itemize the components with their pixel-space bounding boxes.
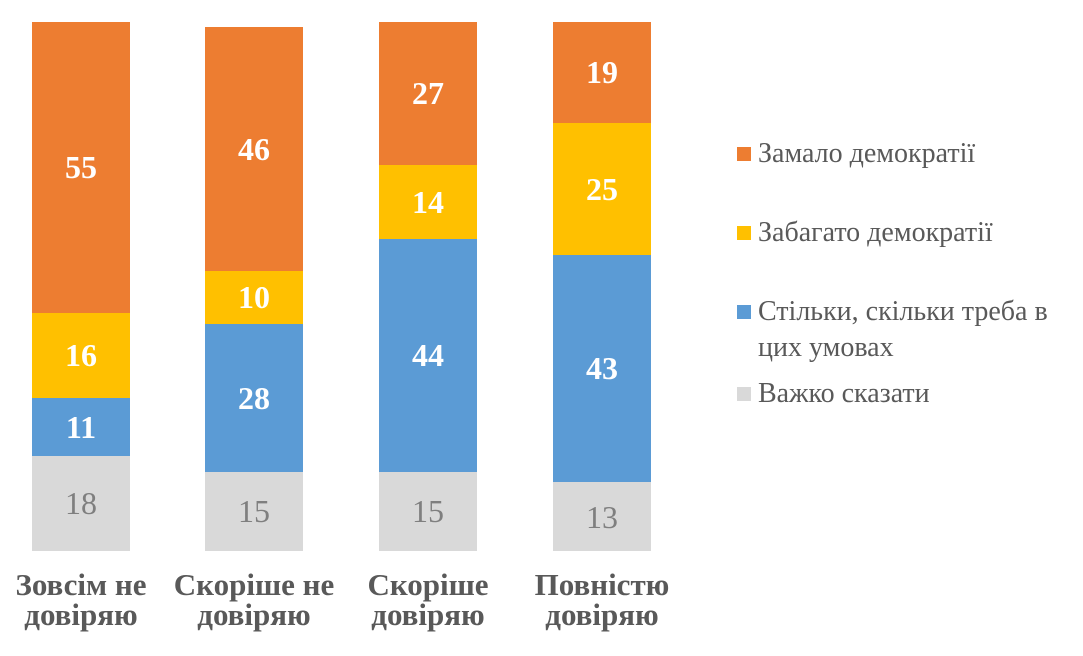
- segment-value-label: 16: [65, 337, 97, 374]
- segment-value-label: 11: [65, 408, 97, 445]
- segment-value-label: 43: [586, 350, 618, 387]
- segment-value-label: 46: [238, 130, 270, 167]
- bar-segment: 13: [553, 482, 651, 551]
- category-axis-label: Повністю довіряю: [534, 567, 670, 632]
- bar-segment: 14: [379, 164, 477, 239]
- segment-value-label: 18: [65, 485, 97, 522]
- bar-segment: 19: [553, 22, 651, 123]
- segment-value-label: 25: [586, 170, 618, 207]
- segment-value-label: 55: [65, 149, 97, 186]
- segment-value-label: 13: [586, 498, 618, 535]
- bar-segment: 11: [32, 397, 130, 456]
- bar-segment: 10: [205, 270, 303, 324]
- bar-segment: 27: [379, 22, 477, 165]
- stacked-bar-1: 55 16 11 18: [32, 22, 130, 551]
- segment-value-label: 27: [412, 75, 444, 112]
- stacked-bar-2: 46 10 28 15: [205, 27, 303, 551]
- stacked-bar-3: 27 14 44 15: [379, 22, 477, 551]
- segment-value-label: 14: [412, 183, 444, 220]
- segment-value-label: 28: [238, 379, 270, 416]
- bar-segment: 28: [205, 323, 303, 472]
- bar-segment: 43: [553, 254, 651, 483]
- category-axis-label: Зовсім не довіряю: [15, 567, 147, 632]
- bar-segment: 15: [379, 471, 477, 551]
- segment-value-label: 19: [586, 54, 618, 91]
- bar-segment: 44: [379, 238, 477, 472]
- bar-segment: 16: [32, 312, 130, 398]
- segment-value-label: 15: [412, 493, 444, 530]
- segment-value-label: 44: [412, 337, 444, 374]
- bar-segment: 15: [205, 471, 303, 551]
- segment-value-label: 15: [238, 493, 270, 530]
- bar-segment: 18: [32, 455, 130, 551]
- category-axis-label: Скоріше довіряю: [367, 567, 489, 632]
- category-axis-label: Скоріше не довіряю: [173, 567, 335, 632]
- bar-segment: 55: [32, 22, 130, 313]
- stacked-bar-4: 19 25 43 13: [553, 22, 651, 551]
- bar-segment: 46: [205, 27, 303, 271]
- segment-value-label: 10: [238, 279, 270, 316]
- bar-segment: 25: [553, 122, 651, 255]
